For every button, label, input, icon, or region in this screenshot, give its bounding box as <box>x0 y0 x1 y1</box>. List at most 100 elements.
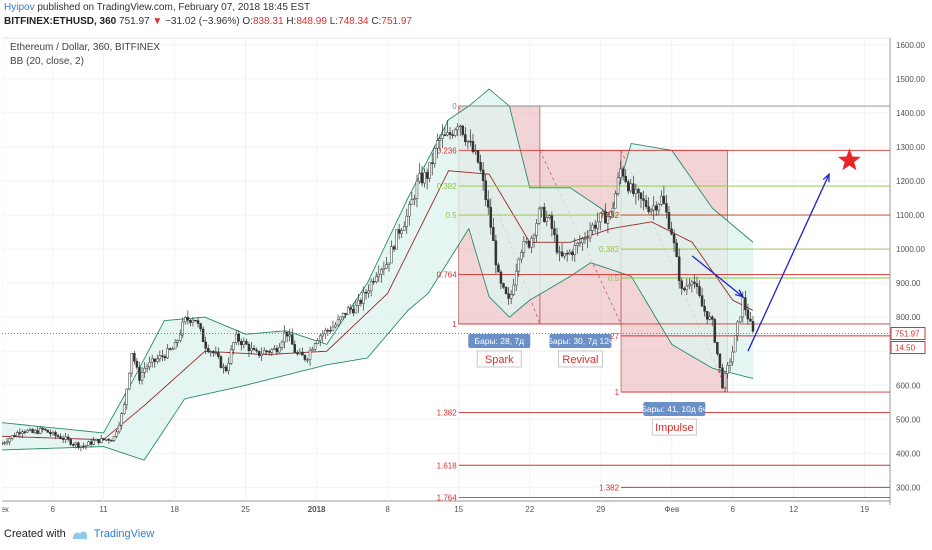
candle-body <box>578 242 582 245</box>
fib-level-label: 1 <box>452 320 457 329</box>
fib-level-label: 0.5 <box>608 274 620 283</box>
ohlc-line: BITFINEX:ETHUSD, 360 751.97 ▼ −31.02 (−3… <box>4 16 412 28</box>
candle-body <box>520 252 523 260</box>
candle-body <box>36 430 39 434</box>
candle-body <box>555 234 559 253</box>
candle-body <box>474 150 477 153</box>
candle-body <box>390 246 393 264</box>
candle-body <box>721 367 724 389</box>
last-price: 751.97 <box>119 16 150 27</box>
candle-body <box>703 306 706 312</box>
candle-body <box>675 242 678 258</box>
candle-body <box>33 430 37 433</box>
candle-body <box>268 351 271 353</box>
candle-body <box>629 183 633 192</box>
candle-body <box>430 162 434 164</box>
candle-body <box>601 211 605 214</box>
candle-body <box>128 372 131 390</box>
candle-body <box>206 348 210 352</box>
candle-body <box>13 435 16 437</box>
y-tick-label: 1300.00 <box>896 143 925 152</box>
candle-body <box>619 168 622 178</box>
candle-body <box>275 348 279 353</box>
candle-body <box>443 134 447 137</box>
candle-body <box>711 316 714 320</box>
chart-area[interactable]: 1600.00 1500.00 1400.00 1300.00 1200.00 1100.… <box>0 33 930 518</box>
y-tick-label: 1400.00 <box>896 109 925 118</box>
candle-body <box>560 251 564 257</box>
candle-body <box>23 431 27 433</box>
price-chart[interactable]: 1600.001500.001400.001300.001200.001100.… <box>0 33 930 518</box>
open-value: 838.31 <box>252 16 284 27</box>
candle-body <box>453 129 457 136</box>
candle-body <box>181 321 184 336</box>
candle-body <box>596 221 599 229</box>
y-tick-label: 1100.00 <box>896 211 925 220</box>
candle-body <box>746 309 750 320</box>
open-label: O: <box>242 16 253 27</box>
candle-body <box>644 200 648 207</box>
candle-body <box>311 348 314 351</box>
candle-body <box>153 358 156 362</box>
candle-body <box>56 435 60 437</box>
candle-body <box>201 328 205 343</box>
candle-body <box>400 230 403 234</box>
candle-body <box>751 321 755 332</box>
candle-body <box>380 269 383 275</box>
candle-body <box>339 316 342 321</box>
candle-body <box>690 281 694 286</box>
candle-body <box>135 360 139 368</box>
candle-body <box>5 441 9 444</box>
candle-body <box>168 348 172 350</box>
candle-body <box>570 251 574 256</box>
candle-body <box>420 173 424 184</box>
tradingview-brand[interactable]: TradingView <box>93 528 155 540</box>
candle-body <box>522 241 526 253</box>
candle-body <box>550 215 554 229</box>
candle-body <box>532 235 536 239</box>
candle-body <box>514 270 518 286</box>
author-link[interactable]: Hyipov <box>4 2 35 13</box>
candle-body <box>436 140 439 149</box>
candle-body <box>415 180 419 199</box>
candle-body <box>667 212 671 229</box>
candle-body <box>79 445 83 448</box>
y-tick-label: 300.00 <box>896 483 921 492</box>
candle-body <box>736 321 739 336</box>
candle-body <box>115 431 118 437</box>
candle-body <box>252 347 256 351</box>
fib-level-label: 0.382 <box>437 182 458 191</box>
x-tick-label: 19 <box>860 505 869 514</box>
candle-body <box>255 349 258 352</box>
candle-body <box>563 253 566 257</box>
indicator-label[interactable]: BB (20, close, 2) <box>10 56 84 67</box>
candle-body <box>662 195 666 204</box>
candle-body <box>285 331 289 337</box>
candle-body <box>438 138 442 141</box>
candle-body <box>49 432 52 435</box>
candle-body <box>240 341 243 346</box>
candle-body <box>8 438 11 443</box>
y-tick-label: 1600.00 <box>896 41 925 50</box>
fib-level-label: 0.5 <box>446 211 458 220</box>
candle-body <box>476 150 480 163</box>
candle-body <box>744 297 747 311</box>
candle-body <box>247 344 251 352</box>
candle-body <box>716 342 719 355</box>
candle-body <box>660 195 663 205</box>
candle-body <box>77 442 80 448</box>
candle-body <box>739 316 742 323</box>
candle-body <box>512 284 515 295</box>
candle-body <box>150 358 154 363</box>
fib-level-label: 1.382 <box>437 408 458 417</box>
candle-body <box>0 442 4 445</box>
change-value: −31.02 (−3.96%) <box>165 16 240 27</box>
candle-body <box>222 366 225 369</box>
candle-body <box>405 215 409 227</box>
candle-body <box>627 181 630 192</box>
candle-body <box>611 207 615 213</box>
x-tick-label: 25 <box>241 505 250 514</box>
candle-body <box>395 229 398 250</box>
candle-body <box>352 308 355 314</box>
candle-body <box>708 316 711 320</box>
